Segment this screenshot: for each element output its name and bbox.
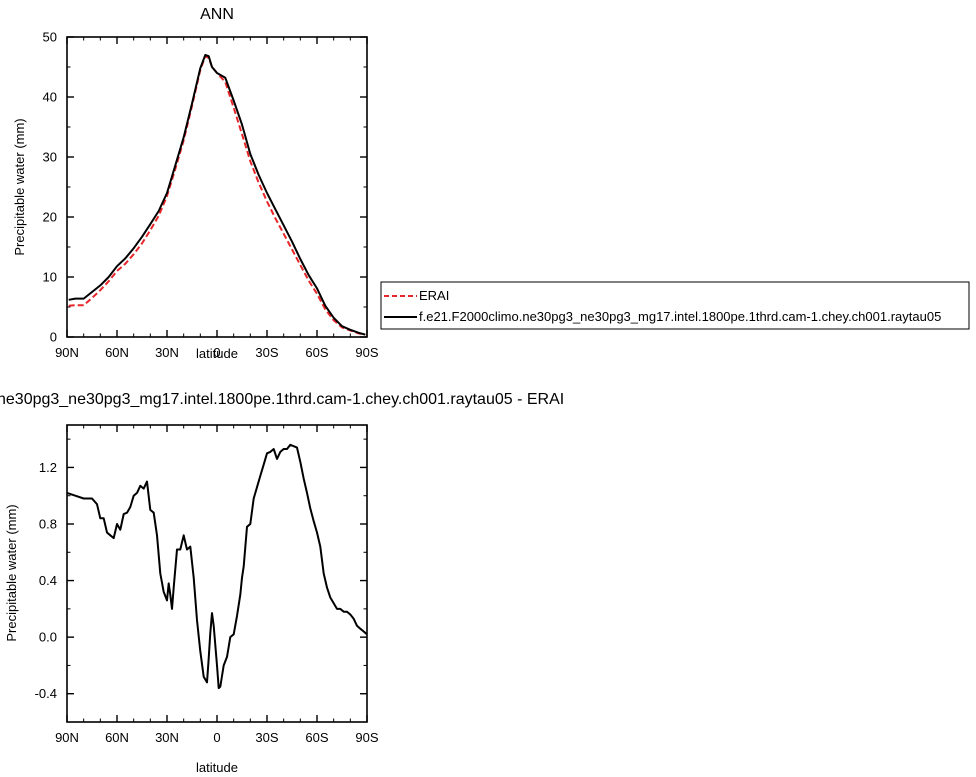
top-chart-xlabel: latitude — [196, 346, 238, 361]
top-chart-y-tick-label: 20 — [43, 210, 57, 225]
top-chart-x-tick-label: 30N — [155, 345, 179, 360]
top-chart-legend: ERAI f.e21.F2000climo.ne30pg3_ne30pg3_mg… — [380, 281, 970, 330]
bottom-chart-y-tick-label: -0.4 — [35, 686, 57, 701]
top-chart-x-tick-label: 90S — [355, 345, 378, 360]
bottom-chart-x-tick-label: 30N — [155, 730, 179, 745]
bottom-chart-xlabel: latitude — [196, 760, 238, 775]
top-chart-y-tick-label: 50 — [43, 30, 57, 45]
bottom-chart-x-tick-label: 90N — [55, 730, 79, 745]
bottom-chart-series-line-0 — [66, 443, 368, 690]
bottom-chart-y-tick-label: 0.0 — [39, 630, 57, 645]
top-chart-y-tick-label: 30 — [43, 150, 57, 165]
bottom-chart-x-tick-label: 60N — [105, 730, 129, 745]
bottom-chart-plot-frame — [66, 424, 368, 723]
legend-label-erai: ERAI — [419, 288, 449, 303]
top-chart-ylabel: Precipitable water (mm) — [12, 118, 27, 255]
top-chart-series-line-0 — [68, 55, 366, 336]
bottom-chart-y-tick-label: 1.2 — [39, 460, 57, 475]
top-chart-x-tick-label: 60S — [305, 345, 328, 360]
bottom-chart: f.e21.F2000climo.ne30pg3_ne30pg3_mg17.in… — [0, 391, 564, 775]
bottom-chart-x-tick-label: 90S — [355, 730, 378, 745]
bottom-chart-y-tick-label: 0.4 — [39, 573, 57, 588]
top-chart: ANN Precipitable water (mm) latitude 90N… — [12, 6, 379, 361]
bottom-chart-series — [66, 443, 368, 690]
bottom-chart-title: f.e21.F2000climo.ne30pg3_ne30pg3_mg17.in… — [0, 391, 564, 408]
bottom-chart-y-tick-label: 0.8 — [39, 517, 57, 532]
legend-label-model: f.e21.F2000climo.ne30pg3_ne30pg3_mg17.in… — [419, 309, 941, 324]
top-chart-x-tick-label: 60N — [105, 345, 129, 360]
top-chart-series — [68, 54, 366, 336]
bottom-chart-x-tick-label: 60S — [305, 730, 328, 745]
top-chart-title: ANN — [200, 6, 234, 23]
top-chart-y-tick-label: 0 — [50, 330, 57, 345]
top-chart-y-tick-label: 40 — [43, 90, 57, 105]
top-chart-series-line-1 — [68, 54, 366, 336]
bottom-chart-ylabel: Precipitable water (mm) — [4, 504, 19, 641]
top-chart-x-tick-label: 0 — [213, 345, 220, 360]
top-chart-y-tick-label: 10 — [43, 270, 57, 285]
bottom-chart-x-tick-label: 30S — [255, 730, 278, 745]
legend-frame — [380, 281, 970, 330]
bottom-chart-ticks: 90N 60N 30N 0 30S 60S 90S -0.4 0.0 0.4 0.8 1.2 — [35, 425, 379, 745]
top-chart-x-tick-label: 30S — [255, 345, 278, 360]
top-chart-x-tick-label: 90N — [55, 345, 79, 360]
bottom-chart-x-tick-label: 0 — [213, 730, 220, 745]
top-chart-plot-frame — [66, 36, 368, 338]
